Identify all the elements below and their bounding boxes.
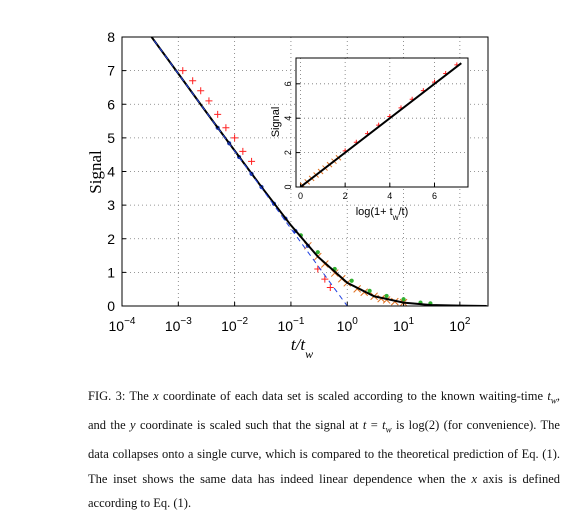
x-tick-label: 100 [337,316,359,334]
x-tick-label: 6 [432,191,437,201]
data-point [315,250,320,255]
tick-base: 10 [109,318,125,334]
x-tick-label: 2 [343,191,348,201]
caption-run: x [471,471,478,486]
x-label-main: t/t [291,335,306,354]
y-tick-label: 8 [107,29,115,45]
y-tick-label: 0 [107,298,115,314]
x-tick-label: 10−1 [277,316,304,334]
caption: FIG. 3: The x coordinate of each data se… [88,384,560,512]
series-group [299,62,462,187]
series-group [150,37,487,306]
tick-exponent: −4 [124,316,136,327]
data-point [248,157,256,165]
data-point [384,293,389,299]
tick-base: 10 [337,318,353,334]
y-tick-label: 5 [107,130,115,146]
x-tick-label: 10−2 [221,316,248,334]
x-axis-label: log(1+ tw/t) [356,206,409,222]
x-axis-label: t/tw [291,335,313,361]
data-point [401,297,406,302]
tick-base: 10 [165,318,181,334]
plot-frame [295,57,469,188]
caption-run: axis is defined according to Eq. (1). [88,471,560,511]
caption-run: is log(2) (for convenience). The data co… [88,418,560,486]
tick-exponent: 0 [352,316,358,327]
x-label-sub: w [392,213,399,222]
y-tick-label: 6 [107,96,115,112]
y-tick-label: 4 [283,116,293,121]
caption-run: coordinate of each data set is scaled ac… [158,389,548,403]
data-point [367,288,372,293]
caption-run: w [385,424,392,435]
x-tick-label: 0 [298,191,303,201]
data-point [205,97,213,105]
y-tick-label: 7 [107,63,115,79]
y-tick-label: 0 [283,184,293,189]
data-point [321,275,329,283]
caption-run: , and the [88,389,560,433]
caption-run: = [366,418,383,433]
tick-base: 10 [393,318,409,334]
y-tick-label: 6 [283,81,293,86]
tick-exponent: −1 [293,316,305,327]
curve [150,37,348,306]
x-tick-label: 4 [387,191,392,201]
data-point [179,67,187,75]
caption-run: t [362,418,367,433]
data-point [239,147,247,155]
curve [150,37,487,306]
x-label-main: log(1+ t [356,206,393,218]
y-tick-label: 1 [107,264,115,280]
data-point [197,87,205,95]
y-axis-label: Signal [270,107,282,138]
caption-run: coordinate is scaled such that the signa… [135,418,363,433]
caption-run: FIG. 3: The [88,389,154,403]
data-point [326,284,334,292]
y-tick-label: 3 [107,197,115,213]
x-tick-label: 101 [393,316,415,334]
x-tick-label: 102 [449,316,471,334]
tick-exponent: 2 [465,316,471,327]
curve [299,62,462,187]
data-point [222,124,230,132]
tick-exponent: −3 [180,316,192,327]
y-axis-label: Signal [86,150,105,194]
tick-base: 10 [449,318,465,334]
caption-run: x [153,389,159,403]
caption-run: t [382,418,386,433]
tick-base: 10 [221,318,237,334]
x-label-sub: w [305,347,313,361]
data-point [231,134,239,142]
x-label-end: /t) [399,206,409,218]
plot-frame [121,36,489,307]
tick-base: 10 [277,318,293,334]
data-point [189,77,197,85]
x-tick-label: 10−3 [165,316,192,334]
y-tick-label: 2 [283,150,293,155]
caption-run: t [547,389,551,403]
data-point [214,110,222,118]
inset: 0 2 4 6 0 2 4 6 Signal log(1+ tw/t) [270,57,469,222]
caption-run: y [130,418,136,433]
data-point [349,278,354,283]
tick-exponent: 1 [409,316,415,327]
tick-exponent: −2 [237,316,249,327]
x-tick-label: 10−4 [109,316,136,334]
y-tick-label: 4 [107,164,115,180]
caption-run: w [550,395,557,406]
y-tick-label: 2 [107,231,115,247]
